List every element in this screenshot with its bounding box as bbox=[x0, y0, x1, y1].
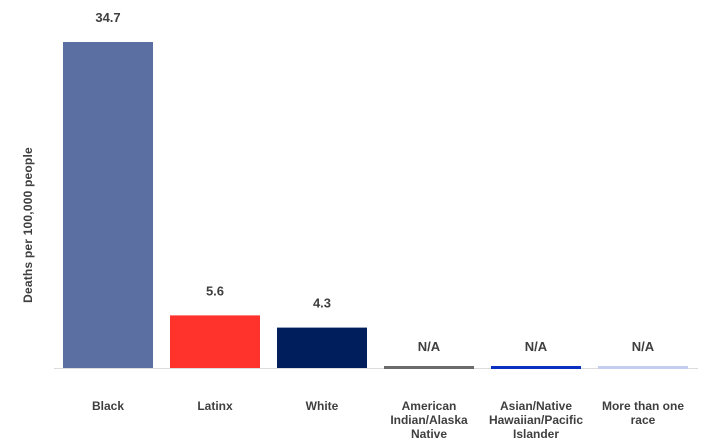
data-label-1: 34.7 bbox=[95, 10, 120, 25]
bar-4-na bbox=[384, 366, 474, 369]
bar-2 bbox=[170, 315, 260, 368]
x-tick-label-1: Black bbox=[92, 399, 124, 413]
x-tick-label-4: American Indian/Alaska Native bbox=[390, 399, 468, 441]
data-label-2: 5.6 bbox=[206, 283, 224, 298]
x-tick-label-3: White bbox=[306, 399, 339, 413]
data-label-4: N/A bbox=[418, 339, 441, 354]
bar-1 bbox=[63, 42, 153, 368]
data-label-6: N/A bbox=[632, 339, 655, 354]
bar-5-na bbox=[491, 366, 581, 369]
x-tick-label-5: Asian/Native Hawaiian/Pacific Islander bbox=[489, 399, 583, 441]
bar-3 bbox=[277, 327, 367, 368]
bar-6-na bbox=[598, 366, 688, 369]
data-label-5: N/A bbox=[525, 339, 548, 354]
x-tick-label-6: More than one race bbox=[602, 399, 684, 427]
x-tick-label-2: Latinx bbox=[197, 399, 233, 413]
data-label-3: 4.3 bbox=[313, 296, 331, 311]
